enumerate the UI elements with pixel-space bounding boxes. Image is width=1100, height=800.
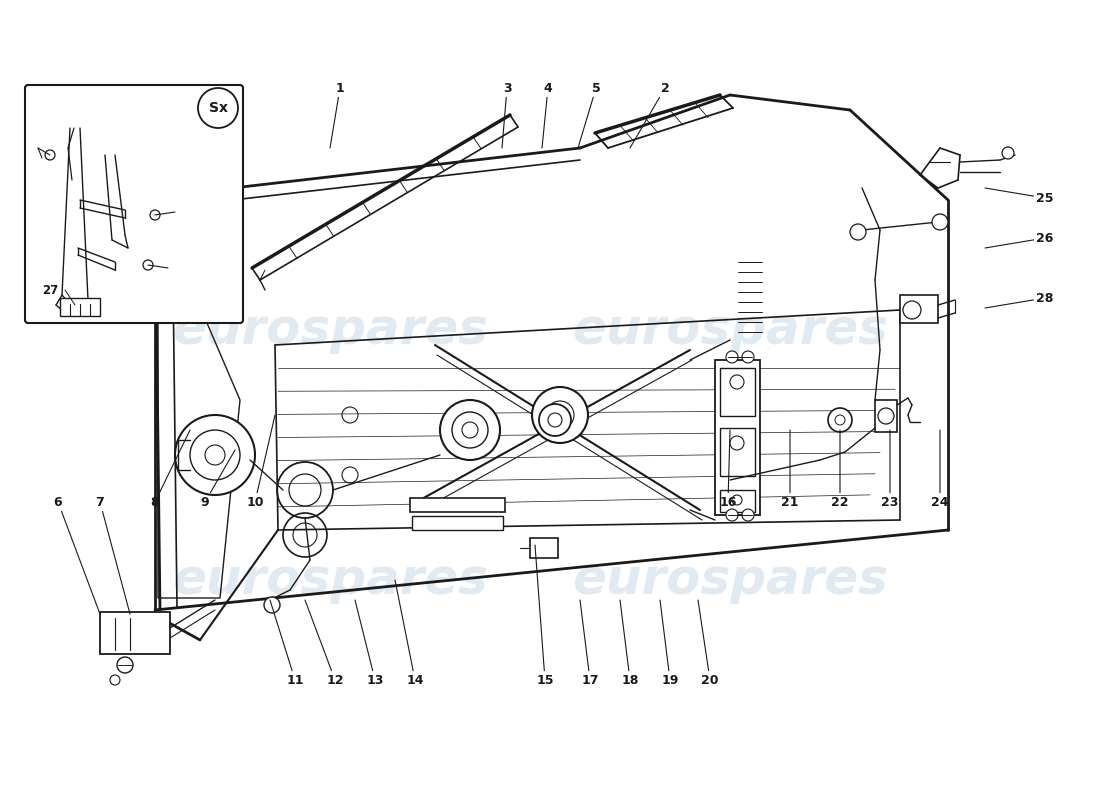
Text: 21: 21 <box>781 430 799 509</box>
Circle shape <box>878 408 894 424</box>
Text: 18: 18 <box>620 600 639 686</box>
Circle shape <box>143 260 153 270</box>
Bar <box>530 538 558 558</box>
Circle shape <box>903 301 921 319</box>
Text: Sx: Sx <box>209 101 228 115</box>
Text: 6: 6 <box>54 495 100 614</box>
Text: 27: 27 <box>42 283 58 297</box>
Bar <box>412 516 503 530</box>
Bar <box>720 368 755 416</box>
Circle shape <box>175 415 255 495</box>
Text: eurospares: eurospares <box>572 556 888 604</box>
Text: 2: 2 <box>630 82 670 148</box>
Text: 3: 3 <box>502 82 512 148</box>
Circle shape <box>190 430 240 480</box>
Circle shape <box>110 675 120 685</box>
Circle shape <box>742 351 754 363</box>
Bar <box>900 295 938 323</box>
Bar <box>60 298 100 316</box>
Text: 17: 17 <box>580 600 598 686</box>
Bar <box>715 360 760 515</box>
Circle shape <box>548 413 562 427</box>
Text: 16: 16 <box>719 430 737 509</box>
Circle shape <box>742 509 754 521</box>
Text: 24: 24 <box>932 430 948 509</box>
Circle shape <box>726 351 738 363</box>
Bar <box>874 400 896 432</box>
Circle shape <box>532 387 588 443</box>
Text: 10: 10 <box>246 415 275 509</box>
Text: 28: 28 <box>984 291 1054 308</box>
Circle shape <box>150 210 160 220</box>
Text: 12: 12 <box>305 600 343 686</box>
Circle shape <box>1002 147 1014 159</box>
Circle shape <box>440 400 500 460</box>
Bar <box>720 490 755 512</box>
Bar <box>720 428 755 476</box>
Text: 20: 20 <box>698 600 718 686</box>
Bar <box>410 498 505 512</box>
Text: 23: 23 <box>881 430 899 509</box>
FancyBboxPatch shape <box>25 85 243 323</box>
Text: 25: 25 <box>984 188 1054 205</box>
Circle shape <box>264 597 280 613</box>
Text: 8: 8 <box>151 430 190 509</box>
Text: 22: 22 <box>832 430 849 509</box>
Text: 9: 9 <box>200 450 235 509</box>
Text: 19: 19 <box>660 600 679 686</box>
Text: 13: 13 <box>355 600 384 686</box>
Circle shape <box>205 445 225 465</box>
Circle shape <box>730 436 744 450</box>
Circle shape <box>932 214 948 230</box>
Text: eurospares: eurospares <box>172 556 488 604</box>
Bar <box>100 612 170 654</box>
Text: 4: 4 <box>542 82 552 148</box>
Text: eurospares: eurospares <box>172 306 488 354</box>
Text: 1: 1 <box>330 82 344 148</box>
Circle shape <box>835 415 845 425</box>
Circle shape <box>732 495 742 505</box>
Text: eurospares: eurospares <box>572 306 888 354</box>
Circle shape <box>45 150 55 160</box>
Circle shape <box>828 408 852 432</box>
Circle shape <box>452 412 488 448</box>
Circle shape <box>539 404 571 436</box>
Text: 5: 5 <box>578 82 601 148</box>
Text: 11: 11 <box>270 600 304 686</box>
Text: 14: 14 <box>395 580 424 686</box>
Text: 7: 7 <box>96 495 130 614</box>
Circle shape <box>726 509 738 521</box>
Circle shape <box>730 375 744 389</box>
Circle shape <box>117 657 133 673</box>
Circle shape <box>546 401 574 429</box>
Circle shape <box>850 224 866 240</box>
Circle shape <box>198 88 238 128</box>
Text: 15: 15 <box>535 545 553 686</box>
Text: 26: 26 <box>984 231 1054 248</box>
Circle shape <box>462 422 478 438</box>
